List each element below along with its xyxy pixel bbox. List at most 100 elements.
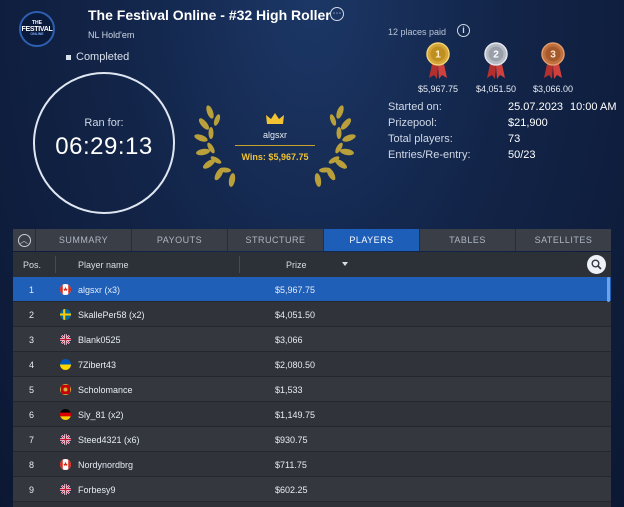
row-position: 2	[29, 310, 35, 320]
tab-payouts[interactable]: PAYOUTS	[131, 229, 227, 251]
flag-canada-icon	[60, 459, 71, 470]
total-players-label: Total players:	[388, 133, 453, 145]
row-player-name: Blank0525	[78, 335, 121, 345]
row-player-name: Steed4321 (x6)	[78, 435, 140, 445]
column-prize[interactable]: Prize	[286, 260, 307, 270]
tab-tables[interactable]: TABLES	[419, 229, 515, 251]
row-position: 4	[29, 360, 35, 370]
row-position: 9	[29, 485, 35, 495]
tournament-title: The Festival Online - #32 High Roller	[88, 7, 331, 23]
flag-montenegro-icon	[60, 384, 71, 395]
flag-uk-icon	[60, 434, 71, 445]
more-options-button[interactable]: ⋯	[330, 7, 344, 21]
tab-satellites[interactable]: SATELLITES	[515, 229, 611, 251]
medal-second: 2	[484, 42, 508, 85]
row-prize: $4,051.50	[275, 310, 316, 320]
status-indicator: Completed	[66, 51, 129, 63]
status-square-icon	[66, 54, 71, 60]
gold-medal-icon: 1	[426, 42, 450, 79]
flag-germany-icon	[60, 409, 71, 420]
flag-uk-icon	[60, 334, 71, 345]
flag-canada-icon	[60, 284, 71, 295]
row-position: 8	[29, 460, 35, 470]
medal-place-3: 3	[550, 50, 556, 61]
started-date: 25.07.2023	[508, 101, 564, 113]
search-button[interactable]	[587, 255, 606, 274]
bronze-medal-icon: 3	[541, 42, 565, 79]
row-prize: $5,967.75	[275, 285, 316, 295]
search-icon	[591, 259, 602, 270]
row-position: 3	[29, 335, 35, 345]
table-row[interactable]: 4 7Zibert43 $2,080.50	[13, 352, 611, 377]
medal-amount-third: $3,066.00	[532, 84, 574, 94]
row-player-name: Scholomance	[78, 385, 133, 395]
row-prize: $3,066	[275, 335, 303, 345]
row-player-name: Forbesy9	[78, 485, 116, 495]
status-text: Completed	[76, 51, 130, 63]
medal-place-2: 2	[493, 50, 499, 61]
row-prize: $711.75	[275, 460, 307, 470]
column-player-name[interactable]: Player name	[78, 260, 129, 270]
run-time-value: 06:29:13	[55, 133, 153, 160]
table-row[interactable]: 6 Sly_81 (x2) $1,149.75	[13, 402, 611, 427]
medal-amount-second: $4,051.50	[475, 84, 517, 94]
ellipsis-icon: ⋯	[332, 8, 342, 18]
row-player-name: 7Zibert43	[78, 360, 117, 370]
table-row[interactable]: 1 algsxr (x3) $5,967.75	[13, 277, 611, 302]
started-label: Started on:	[388, 101, 442, 113]
table-row[interactable]: 5 Scholomance $1,533	[13, 377, 611, 402]
chevron-up-icon: ︿	[17, 233, 31, 247]
table-row[interactable]: 9 Forbesy9 $602.25	[13, 477, 611, 502]
prizepool-label: Prizepool:	[388, 117, 437, 129]
medal-place-1: 1	[435, 50, 441, 61]
players-table-header: Pos. Player name Prize	[13, 252, 611, 277]
row-prize: $2,080.50	[275, 360, 316, 370]
row-position: 6	[29, 410, 35, 420]
run-time-label: Ran for:	[84, 117, 124, 129]
medal-amount-first: $5,967.75	[417, 84, 459, 94]
winner-name: algsxr	[262, 130, 287, 140]
entries-value: 50/23	[508, 149, 536, 161]
entries-label: Entries/Re-entry:	[388, 149, 471, 161]
winner-divider	[235, 145, 315, 146]
places-paid-text: 12 places paid	[388, 27, 447, 37]
flag-uk-icon	[60, 484, 71, 495]
column-divider	[239, 256, 240, 273]
started-time: 10:00 AM	[570, 101, 617, 113]
tab-bar: ︿ SUMMARY PAYOUTS STRUCTURE PLAYERS TABL…	[13, 229, 611, 251]
tab-players[interactable]: PLAYERS	[323, 229, 419, 251]
row-player-name: SkallePer58 (x2)	[78, 310, 145, 320]
tab-structure[interactable]: STRUCTURE	[227, 229, 323, 251]
players-table-body: 1 algsxr (x3) $5,967.75 2 SkallePer58 (x…	[13, 277, 611, 507]
game-type: NL Hold'em	[88, 30, 135, 40]
tab-summary[interactable]: SUMMARY	[35, 229, 131, 251]
row-prize: $1,533	[275, 385, 303, 395]
table-row[interactable]: 7 Steed4321 (x6) $930.75	[13, 427, 611, 452]
sort-desc-icon[interactable]	[342, 262, 348, 266]
medal-third: 3	[541, 42, 565, 85]
crown-icon	[266, 113, 284, 124]
table-row[interactable]: 2 SkallePer58 (x2) $4,051.50	[13, 302, 611, 327]
info-icon[interactable]: i	[457, 24, 470, 37]
column-pos[interactable]: Pos.	[23, 260, 42, 270]
medal-first: 1	[426, 42, 450, 85]
table-row[interactable]: 8 Nordynordbrg $711.75	[13, 452, 611, 477]
row-prize: $602.25	[275, 485, 308, 495]
row-position: 5	[29, 385, 35, 395]
row-player-name: Nordynordbrg	[78, 460, 134, 470]
silver-medal-icon: 2	[484, 42, 508, 79]
flag-sweden-icon	[60, 309, 71, 320]
row-player-name: Sly_81 (x2)	[78, 410, 124, 420]
prizepool-value: $21,900	[508, 117, 548, 129]
row-prize: $930.75	[275, 435, 308, 445]
winner-winnings: Wins: $5,967.75	[241, 152, 309, 162]
row-player-name: algsxr (x3)	[78, 285, 121, 295]
table-row[interactable]: 3 Blank0525 $3,066	[13, 327, 611, 352]
run-time-ring: Ran for: 06:29:13	[33, 72, 175, 214]
collapse-button[interactable]: ︿	[13, 229, 35, 251]
row-position: 1	[29, 285, 35, 295]
festival-logo: THE FESTIVAL ONLINE	[19, 11, 55, 47]
row-position: 7	[29, 435, 35, 445]
table-scrollbar[interactable]	[607, 277, 610, 302]
row-prize: $1,149.75	[275, 410, 316, 420]
